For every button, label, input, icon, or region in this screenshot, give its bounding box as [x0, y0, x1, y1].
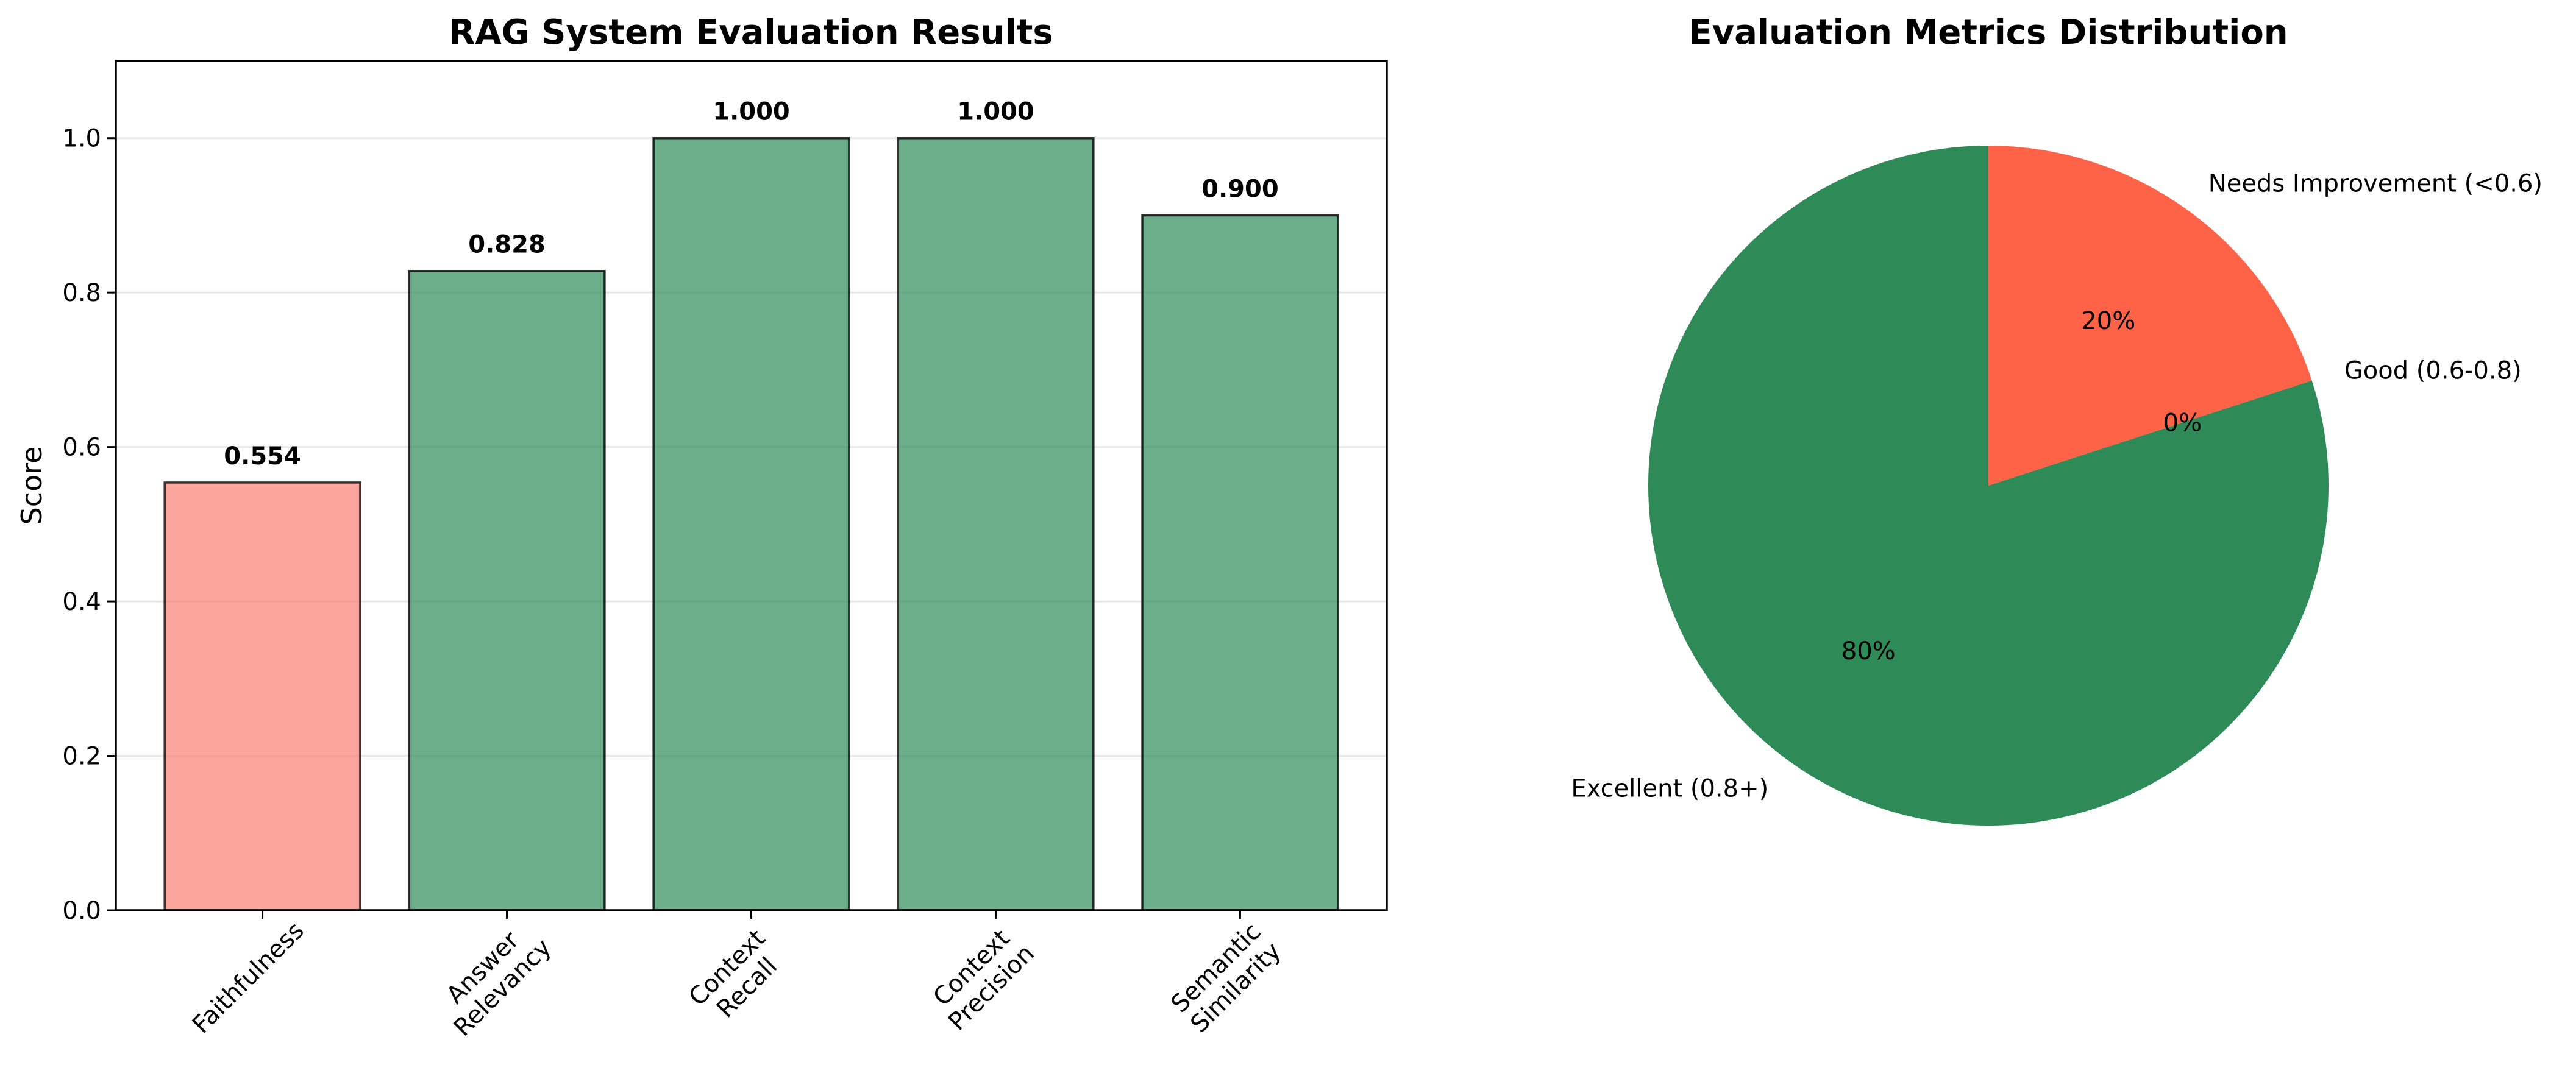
bar-chart-data-labels: 0.554 0.828 1.000 1.000 0.900	[224, 98, 1278, 470]
bar-value-label: 1.000	[713, 98, 790, 126]
bar-value-label: 0.554	[224, 442, 301, 470]
bar-chart-panel: RAG System Evaluation Results 0.554 0.828…	[15, 13, 1388, 1042]
pie-chart-slices	[1648, 146, 2329, 826]
bar-chart-y-tick-label: 1.0	[62, 125, 101, 153]
pie-chart-category-labels: Needs Improvement (<0.6) Good (0.6-0.8) Ex…	[1571, 169, 2542, 802]
bar-chart-y-tick-label: 0.0	[62, 897, 101, 925]
pie-slice	[1648, 146, 2329, 826]
bar-chart-y-ticks: 0.0 0.2 0.4 0.6 0.8 1.0	[62, 125, 116, 925]
bar	[163, 481, 361, 911]
pie-percent-label: 20%	[2081, 307, 2135, 335]
pie-chart-panel: Evaluation Metrics Distribution 20% 0% 80%…	[1571, 13, 2542, 826]
pie-category-label: Needs Improvement (<0.6)	[2208, 169, 2542, 197]
bar-chart-y-tick-label: 0.2	[62, 743, 101, 771]
bar-chart-y-tick-label: 0.6	[62, 434, 101, 462]
bar-chart-y-axis-label: Score	[15, 447, 48, 525]
bar-chart-title: RAG System Evaluation Results	[449, 13, 1053, 52]
bar	[1141, 214, 1339, 911]
bar-value-label: 0.900	[1201, 175, 1279, 203]
pie-category-label: Good (0.6-0.8)	[2344, 356, 2522, 384]
bar-chart-y-tick-label: 0.8	[62, 279, 101, 307]
bar-chart-bars	[163, 136, 1339, 911]
bar-value-label: 1.000	[957, 98, 1034, 126]
pie-percent-label: 0%	[2163, 409, 2202, 437]
pie-percent-label: 80%	[1841, 637, 1896, 665]
bar	[408, 269, 606, 911]
pie-chart-percent-labels: 20% 0% 80%	[1841, 307, 2202, 665]
bar	[897, 136, 1095, 911]
pie-slice	[1988, 146, 2312, 486]
pie-category-label: Excellent (0.8+)	[1571, 775, 1768, 803]
bar-value-label: 0.828	[468, 231, 546, 259]
bar-chart-y-tick-label: 0.4	[62, 588, 101, 616]
bar	[652, 136, 850, 911]
pie-chart-title: Evaluation Metrics Distribution	[1688, 13, 2288, 52]
